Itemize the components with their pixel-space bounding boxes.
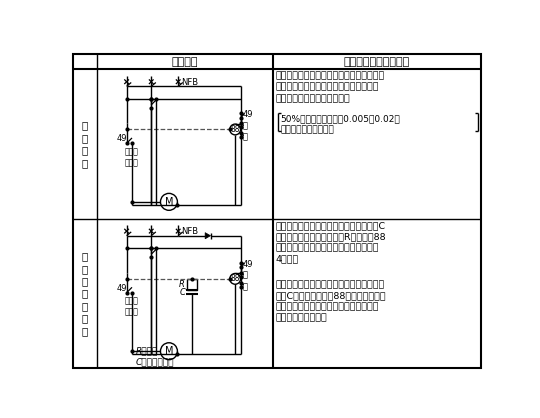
Text: 49: 49 <box>117 283 127 293</box>
Text: 遅
延
積
放
方
式
例: 遅 延 積 放 方 式 例 <box>82 251 88 336</box>
Text: 49: 49 <box>243 260 253 269</box>
Text: 88: 88 <box>231 274 240 283</box>
Text: ・遅延積放方式としてはこのようにコンデ
ンサCの放電によって88の保持を継続す
る方法のほか、タイマを使用するなど幾
つかの方法がある。: ・遅延積放方式としてはこのようにコンデ ンサCの放電によって88の保持を継続す … <box>276 280 387 323</box>
Text: サーモ
リレー: サーモ リレー <box>125 147 139 167</box>
Text: R：抵抗
C：コンデンサ: R：抵抗 C：コンデンサ <box>136 347 174 367</box>
Bar <box>187 279 198 290</box>
Text: 従
来
方
式: 従 来 方 式 <box>82 120 88 168</box>
Text: R: R <box>179 280 185 289</box>
Text: NFB: NFB <box>181 227 198 237</box>
Text: サーモ
リレー: サーモ リレー <box>125 296 139 317</box>
Text: 入: 入 <box>243 121 248 130</box>
Text: 49: 49 <box>243 110 253 120</box>
Text: NFB: NFB <box>181 78 198 87</box>
Text: ・電源電圧低下でマグネットスイッチが動
作すると電源電圧が瞬時に回復してもモ
ータは停止することになる。: ・電源電圧低下でマグネットスイッチが動 作すると電源電圧が瞬時に回復してもモ ー… <box>276 72 385 103</box>
Text: 回路構成: 回路構成 <box>172 57 198 67</box>
Text: 50%程度の電圧低下が0.005〜0.02秒
継続すると停止する。: 50%程度の電圧低下が0.005〜0.02秒 継続すると停止する。 <box>281 114 400 134</box>
Text: 49: 49 <box>117 134 127 143</box>
Text: M: M <box>165 197 173 207</box>
Text: M: M <box>165 346 173 356</box>
Text: 瞬時電圧低下時の性能: 瞬時電圧低下時の性能 <box>344 57 410 67</box>
Text: C: C <box>179 288 185 297</box>
Text: 切: 切 <box>243 282 248 291</box>
Text: 入: 入 <box>243 270 248 280</box>
Text: ・電源電圧が瞬時低下してもコンデンサC
が放電されているので抵抗Rを通して88
（マグネット）の保持を継続する（最大
4秒）。: ・電源電圧が瞬時低下してもコンデンサC が放電されているので抵抗Rを通して88 … <box>276 221 387 263</box>
Text: 88: 88 <box>231 125 240 134</box>
Text: 切: 切 <box>243 133 248 142</box>
Polygon shape <box>205 233 211 239</box>
